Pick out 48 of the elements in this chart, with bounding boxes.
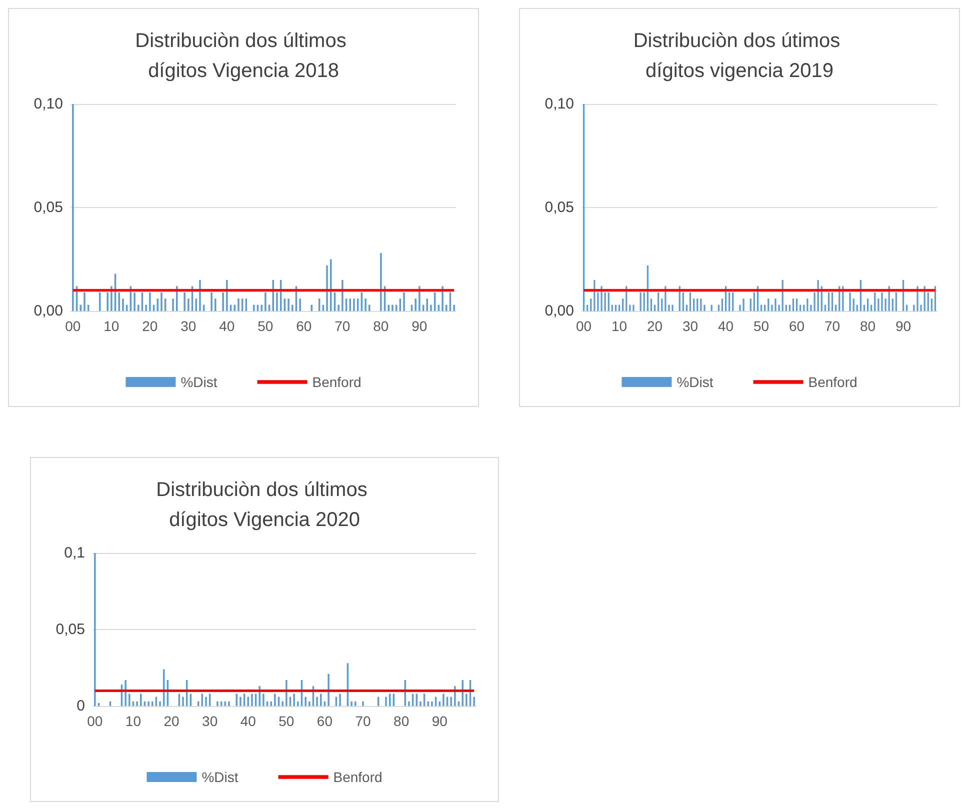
- x-tick-label: 80: [373, 318, 389, 334]
- x-tick-label: 80: [860, 318, 876, 334]
- x-tick-label: 20: [164, 713, 180, 729]
- x-tick-label: 60: [296, 318, 312, 334]
- x-tick-label: 60: [316, 713, 333, 729]
- legend-label: Benford: [808, 374, 858, 390]
- x-tick-label: 40: [718, 318, 734, 334]
- x-tick-label: 00: [87, 713, 103, 729]
- x-tick-label: 50: [753, 318, 770, 334]
- legend-label: %Dist: [202, 769, 238, 785]
- legend-label: Benford: [333, 769, 382, 785]
- x-tick-label: 90: [412, 318, 428, 334]
- y-tick-label: 0,00: [34, 302, 63, 320]
- y-tick-label: 0,05: [34, 199, 63, 216]
- x-tick-label: 20: [646, 318, 663, 334]
- x-tick-label: 70: [824, 318, 840, 334]
- y-tick-label: 0,10: [544, 96, 574, 112]
- x-tick-label: 10: [104, 318, 120, 334]
- x-tick-label: 60: [788, 318, 805, 334]
- chart-title: Distribuciòn dos útimos dígitos vigencia 2019: [633, 30, 846, 82]
- x-tick-label: 30: [682, 318, 698, 334]
- x-tick-label: 30: [202, 713, 218, 729]
- legend-label: %Dist: [180, 374, 218, 390]
- x-tick-label: 10: [611, 318, 628, 334]
- x-tick-label: 00: [576, 318, 592, 334]
- x-tick-label: 70: [334, 318, 350, 334]
- x-tick-label: 40: [219, 318, 235, 334]
- x-tick-label: 90: [895, 318, 912, 334]
- y-tick-label: 0,05: [56, 621, 85, 638]
- x-tick-label: 90: [432, 713, 448, 729]
- chart-title: Distribuciòn dos últimos dígitos Vigencia 2018: [135, 30, 352, 82]
- y-tick-label: 0,1: [64, 544, 85, 562]
- y-tick-label: 0,05: [544, 199, 574, 216]
- chart-title: Distribuciòn dos últimos dígitos Vigencia 2020: [156, 479, 373, 531]
- x-tick-label: 40: [240, 713, 256, 729]
- legend-label: %Dist: [676, 374, 714, 390]
- x-tick-label: 70: [355, 713, 372, 729]
- x-tick-label: 30: [180, 318, 196, 334]
- y-tick-label: 0,00: [544, 302, 574, 320]
- y-tick-label: 0: [76, 698, 85, 714]
- x-tick-label: 20: [142, 318, 158, 334]
- x-tick-label: 50: [278, 713, 294, 729]
- legend-label: Benford: [312, 374, 362, 390]
- x-tick-label: 10: [125, 713, 142, 729]
- x-tick-label: 00: [65, 318, 81, 334]
- x-tick-label: 50: [258, 318, 274, 334]
- x-tick-label: 80: [394, 713, 410, 729]
- y-tick-label: 0,10: [34, 96, 63, 112]
